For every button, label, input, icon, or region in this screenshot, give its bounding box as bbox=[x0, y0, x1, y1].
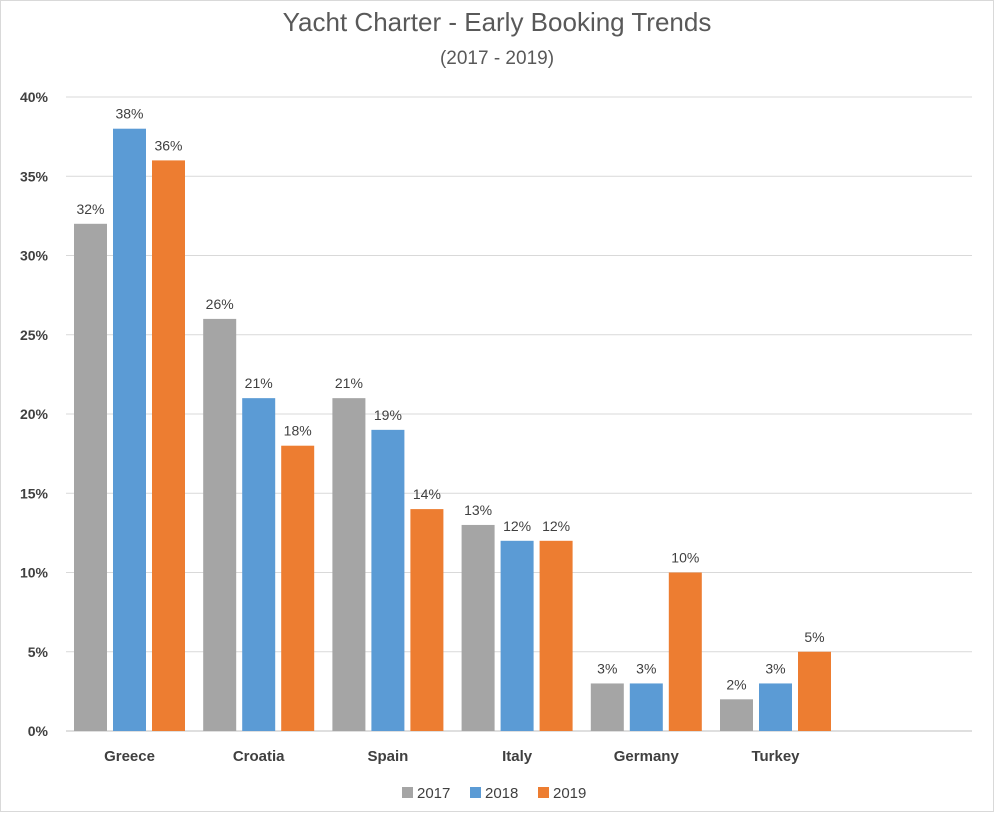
legend-label: 2018 bbox=[485, 785, 518, 802]
y-tick-label: 0% bbox=[28, 723, 49, 739]
x-tick-label: Greece bbox=[104, 748, 155, 765]
bar-2017-croatia bbox=[203, 318, 237, 731]
y-tick-label: 40% bbox=[20, 89, 49, 105]
data-label: 2% bbox=[726, 676, 746, 692]
chart-title: Yacht Charter - Early Booking Trends bbox=[283, 7, 712, 37]
bar-2018-italy bbox=[500, 540, 534, 731]
y-tick-label: 5% bbox=[28, 644, 49, 660]
legend-label: 2017 bbox=[417, 785, 450, 802]
x-tick-label: Croatia bbox=[233, 748, 285, 765]
data-label: 38% bbox=[115, 106, 143, 122]
x-axis: Greece Croatia Spain Italy Germany Turkey bbox=[104, 748, 800, 765]
bar-2018-croatia bbox=[242, 398, 276, 731]
bar-2019-croatia bbox=[281, 445, 315, 731]
data-label: 5% bbox=[804, 629, 824, 645]
bars bbox=[74, 128, 831, 732]
y-tick-label: 15% bbox=[20, 485, 49, 501]
y-tick-label: 20% bbox=[20, 406, 49, 422]
data-label: 12% bbox=[503, 518, 531, 534]
bar-2018-greece bbox=[113, 128, 146, 731]
data-label: 3% bbox=[765, 660, 785, 676]
y-tick-label: 25% bbox=[20, 327, 49, 343]
data-label: 12% bbox=[542, 518, 570, 534]
y-axis: 0% 5% 10% 15% 20% 25% 30% 35% 40% bbox=[20, 89, 49, 739]
legend-swatch bbox=[402, 787, 413, 798]
x-tick-label: Turkey bbox=[751, 748, 800, 765]
bar-2017-turkey bbox=[720, 699, 753, 731]
x-tick-label: Germany bbox=[614, 748, 680, 765]
data-label: 26% bbox=[206, 296, 234, 312]
data-label: 3% bbox=[636, 660, 656, 676]
bar-2018-germany bbox=[629, 683, 663, 731]
data-label: 13% bbox=[464, 502, 492, 518]
x-tick-label: Spain bbox=[367, 748, 408, 765]
x-tick-label: Italy bbox=[502, 748, 533, 765]
bar-2018-spain bbox=[371, 429, 405, 731]
data-label: 3% bbox=[597, 660, 617, 676]
bar-2019-turkey bbox=[798, 651, 831, 731]
data-label: 21% bbox=[335, 375, 363, 391]
legend-swatch bbox=[470, 787, 481, 798]
legend: 2017 2018 2019 bbox=[402, 785, 586, 802]
data-label: 14% bbox=[413, 486, 441, 502]
bar-2017-spain bbox=[332, 398, 366, 731]
data-label: 18% bbox=[284, 423, 312, 439]
data-labels: 32% 38% 36% 26% 21% 18% 21% 19% 14% 13% 12% 12% 3% 3%… bbox=[76, 106, 824, 693]
y-tick-label: 10% bbox=[20, 565, 49, 581]
bar-2019-greece bbox=[152, 160, 185, 731]
bar-2019-italy bbox=[539, 540, 573, 731]
bar-2019-spain bbox=[410, 509, 444, 731]
chart-subtitle: (2017 - 2019) bbox=[440, 48, 554, 69]
y-tick-label: 35% bbox=[20, 168, 49, 184]
legend-swatch bbox=[538, 787, 549, 798]
y-tick-label: 30% bbox=[20, 248, 49, 264]
bar-2017-germany bbox=[590, 683, 624, 731]
data-label: 21% bbox=[245, 375, 273, 391]
bar-2019-germany bbox=[668, 572, 702, 731]
data-label: 32% bbox=[76, 201, 104, 217]
data-label: 10% bbox=[671, 550, 699, 566]
bar-2017-greece bbox=[74, 223, 107, 732]
data-label: 36% bbox=[154, 137, 182, 153]
legend-label: 2019 bbox=[553, 785, 586, 802]
bar-2018-turkey bbox=[759, 683, 792, 731]
bar-2017-italy bbox=[461, 524, 495, 731]
data-label: 19% bbox=[374, 407, 402, 423]
